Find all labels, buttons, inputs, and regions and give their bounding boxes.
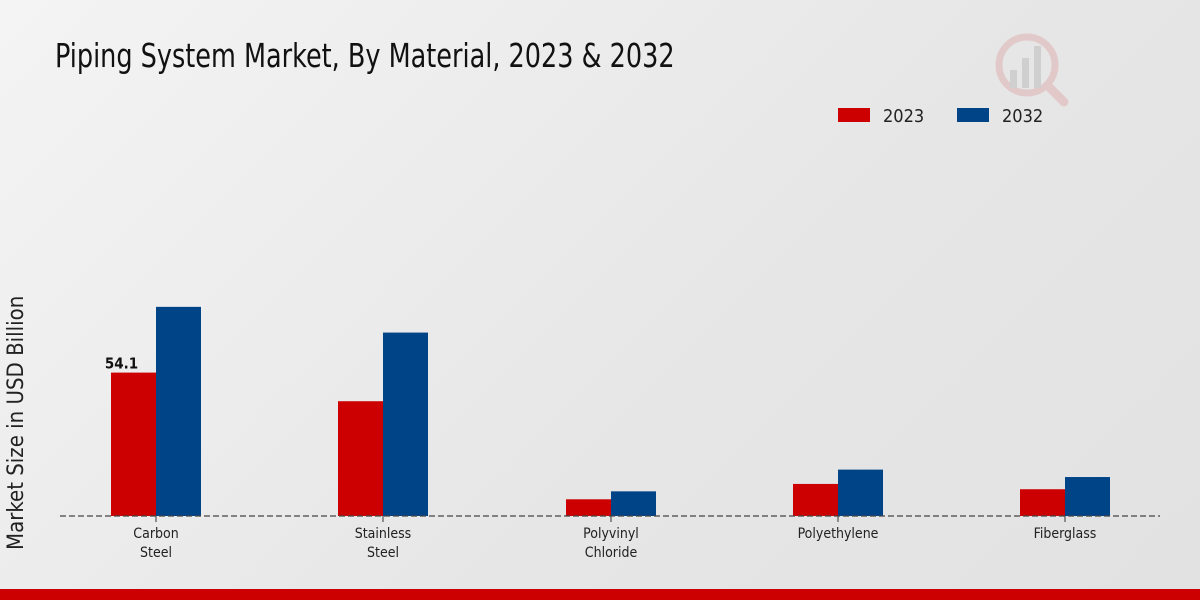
bar-2032-1 xyxy=(383,332,428,516)
x-tick-label: Steel xyxy=(140,545,172,561)
x-tick-label: Polyethylene xyxy=(798,526,879,542)
bar-2032-3 xyxy=(838,469,883,516)
bar-2023-2 xyxy=(566,499,611,516)
x-tick-label: Carbon xyxy=(133,526,178,542)
bar-2023-3 xyxy=(793,483,838,516)
bar-2023-0 xyxy=(111,372,156,516)
bar-2023-4 xyxy=(1020,489,1065,516)
x-tick-label: Chloride xyxy=(585,545,638,561)
x-tick-label: Steel xyxy=(367,545,399,561)
legend-swatch-2032 xyxy=(957,108,989,122)
bar-2032-0 xyxy=(156,306,201,516)
x-tick-label: Fiberglass xyxy=(1034,526,1097,542)
legend-swatch-2023 xyxy=(838,108,870,122)
x-tick-label: Stainless xyxy=(355,526,412,542)
footer-bar xyxy=(0,589,1200,600)
x-tick-label: Polyvinyl xyxy=(583,526,639,542)
bar-2032-2 xyxy=(611,491,656,516)
legend-label-2023: 2023 xyxy=(883,106,924,127)
bar-2032-4 xyxy=(1065,477,1110,516)
data-label: 54.1 xyxy=(105,355,138,373)
chart-title: Piping System Market, By Material, 2023 … xyxy=(55,36,675,75)
bar-2023-1 xyxy=(338,401,383,516)
watermark-logo xyxy=(995,33,1069,107)
legend-label-2032: 2032 xyxy=(1002,106,1043,127)
